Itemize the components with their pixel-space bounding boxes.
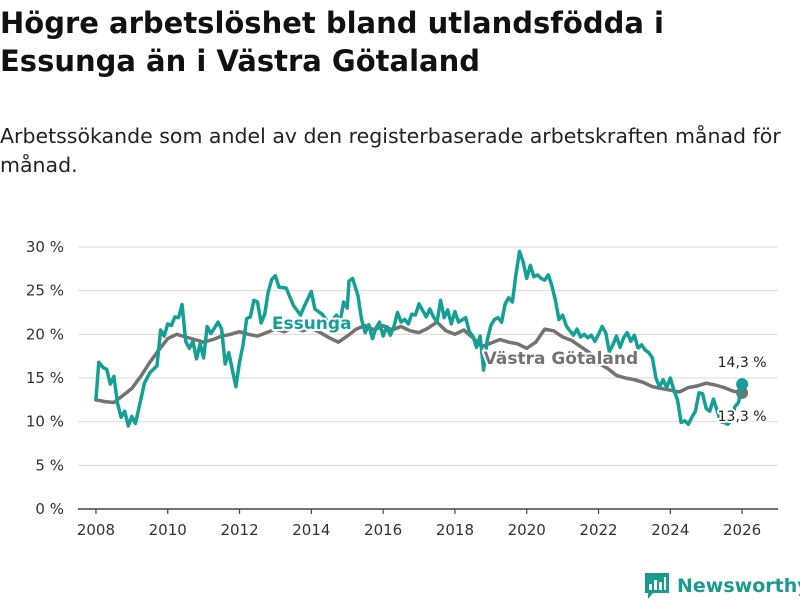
newsworthy-logo-icon bbox=[645, 573, 669, 599]
x-tick-label: 2020 bbox=[508, 521, 546, 539]
end-label-essunga-halo: 14,3 % bbox=[718, 355, 767, 371]
y-tick-label: 10 % bbox=[26, 413, 64, 431]
end-label-vastra-gotaland-halo: 13,3 % bbox=[718, 409, 767, 425]
end-label-vastra-gotaland: 13,3 % bbox=[718, 409, 767, 425]
y-tick-label: 30 % bbox=[26, 238, 64, 256]
x-tick-label: 2018 bbox=[436, 521, 474, 539]
brand-logo: Newsworthy bbox=[645, 571, 800, 601]
series-line-v-stra-g-taland bbox=[94, 320, 744, 405]
y-tick-label: 5 % bbox=[35, 456, 64, 474]
x-tick-label: 2026 bbox=[723, 521, 761, 539]
y-tick-label: 20 % bbox=[26, 325, 64, 343]
series-label-essunga-halo: Essunga bbox=[272, 314, 352, 334]
y-tick-label: 15 % bbox=[26, 369, 64, 387]
brand-name: Newsworthy bbox=[677, 575, 800, 597]
chart-title: Högre arbetslöshet bland utlandsfödda i … bbox=[0, 6, 664, 78]
x-tick-label: 2010 bbox=[149, 521, 187, 539]
y-tick-label: 25 % bbox=[26, 282, 64, 300]
x-tick-label: 2024 bbox=[651, 521, 689, 539]
end-point-essunga bbox=[736, 378, 749, 391]
series-lines bbox=[94, 249, 749, 428]
series-label-essunga: Essunga bbox=[272, 314, 352, 334]
series-label-vastra-gotaland-halo: Västra Götaland bbox=[484, 349, 639, 369]
series-line-essunga bbox=[94, 249, 744, 428]
x-tick-label: 2012 bbox=[220, 521, 258, 539]
x-tick-label: 2022 bbox=[579, 521, 617, 539]
x-tick-label: 2016 bbox=[364, 521, 402, 539]
series-label-vastra-gotaland: Västra Götaland bbox=[484, 349, 639, 369]
end-label-essunga: 14,3 % bbox=[718, 355, 767, 371]
y-axis: 0 % 5 % 10 % 15 % 20 % 25 % 30 % bbox=[26, 238, 64, 518]
chart-subtitle: Arbetssökande som andel av den registerb… bbox=[0, 124, 781, 177]
x-tick-label: 2008 bbox=[77, 521, 115, 539]
y-tick-label: 0 % bbox=[35, 500, 64, 518]
gridlines bbox=[78, 246, 778, 466]
x-axis: 2008 2010 2012 2014 2016 2018 2020 2022 2024 2026 bbox=[77, 508, 778, 539]
x-tick-label: 2014 bbox=[292, 521, 330, 539]
